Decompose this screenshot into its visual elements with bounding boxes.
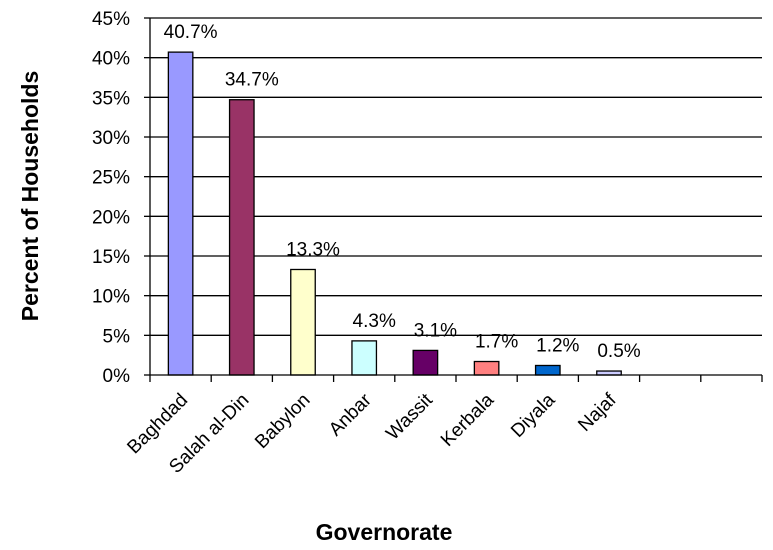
x-tick-label: Anbar [325, 389, 376, 440]
bars [167, 51, 622, 376]
data-label: 0.5% [597, 341, 640, 362]
bar-anbar [351, 340, 378, 376]
data-label: 3.1% [414, 320, 457, 341]
y-tick-label: 40% [92, 49, 130, 70]
y-tick-label: 0% [103, 366, 131, 387]
bar-diyala [534, 364, 561, 376]
data-label: 13.3% [286, 239, 340, 260]
y-tick-label: 35% [92, 88, 130, 109]
x-tick-label: Wassit [382, 389, 437, 444]
y-tick-label: 10% [92, 287, 130, 308]
y-tick-label: 30% [92, 128, 130, 149]
x-tick-label: Diyala [507, 389, 559, 441]
bar-babylon [290, 268, 316, 376]
y-tick-label: 25% [92, 168, 130, 189]
data-label: 4.3% [353, 311, 396, 332]
x-tick-label: Kerbala [437, 389, 498, 450]
x-axis-title: Governorate [316, 519, 453, 545]
x-tick-label: Babylon [251, 390, 314, 453]
bar-wassit [412, 349, 439, 376]
data-label: 40.7% [164, 22, 218, 43]
data-label: 1.2% [536, 335, 579, 356]
bar-salah-al-din [228, 99, 255, 376]
bar-kerbala [473, 360, 500, 376]
y-tick-label: 45% [92, 9, 130, 30]
y-tick-label: 20% [92, 207, 130, 228]
y-axis-title: Percent of Households [17, 71, 43, 321]
y-tick-label: 5% [103, 326, 131, 347]
data-labels: 40.7% 34.7% 13.3% 4.3% 3.1% 1.7% 1.2% 0.5% [164, 22, 641, 362]
data-label: 34.7% [225, 70, 279, 91]
data-label: 1.7% [475, 332, 518, 353]
y-tick-label: 15% [92, 247, 130, 268]
x-tick-label: Najaf [574, 389, 621, 436]
bar-baghdad [167, 51, 194, 376]
